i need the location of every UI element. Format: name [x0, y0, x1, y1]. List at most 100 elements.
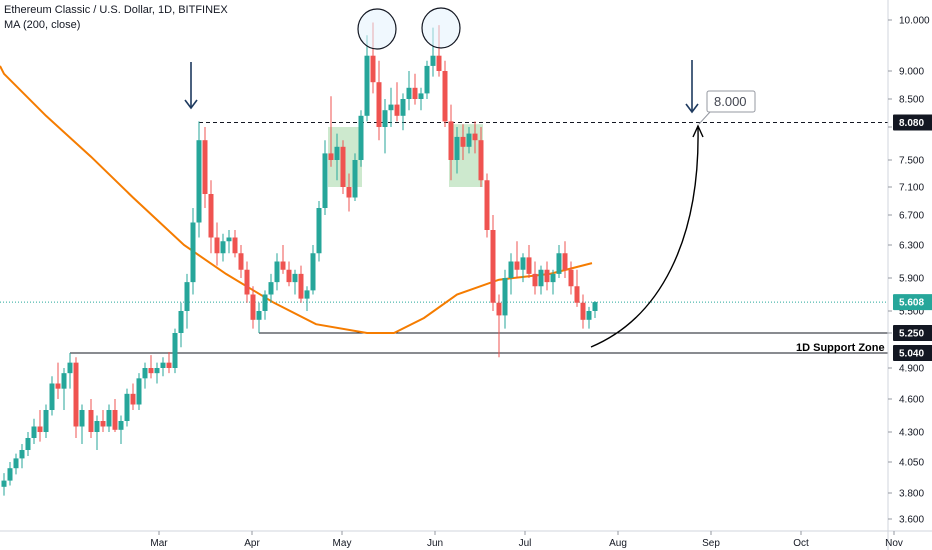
ma-200-line: [0, 65, 593, 334]
candle-body: [250, 294, 256, 320]
candle-body: [7, 468, 13, 481]
candle-body: [370, 55, 376, 83]
candle-body: [430, 55, 436, 66]
candle-body: [100, 421, 106, 427]
candle-body: [358, 115, 364, 160]
candles: [1, 22, 598, 496]
candle-body: [106, 410, 112, 427]
candle-body: [37, 426, 43, 432]
price-tick-label: 10.000: [899, 16, 930, 27]
candle-body: [388, 104, 394, 111]
candle-body: [526, 257, 532, 274]
candle-body: [454, 136, 460, 160]
candle-body: [1, 480, 7, 487]
price-tick-label: 3.600: [899, 515, 924, 526]
support-zone-tag-bg: [893, 345, 932, 361]
candle-body: [49, 383, 55, 410]
candle-body: [562, 253, 568, 270]
candle-body: [340, 146, 346, 187]
time-tick-label: Aug: [609, 538, 627, 549]
price-tick-label: 6.300: [899, 241, 924, 252]
candle-body: [208, 194, 214, 238]
candle-body: [478, 140, 484, 181]
candle-body: [436, 55, 442, 71]
candle-body: [442, 71, 448, 122]
candle-body: [226, 237, 232, 242]
candle-body: [400, 99, 406, 116]
candle-body: [592, 302, 598, 311]
candle-body: [61, 373, 67, 389]
candle-body: [136, 378, 142, 405]
candle-body: [484, 180, 490, 230]
candle-body: [346, 187, 352, 198]
candle-body: [13, 458, 19, 469]
candle-body: [322, 153, 328, 208]
candle-body: [286, 269, 292, 283]
candle-body: [556, 253, 562, 274]
candle-body: [394, 104, 400, 116]
candle-body: [364, 55, 370, 116]
time-axis[interactable]: Mar Apr May Jun Jul Aug Sep Oct Nov: [0, 530, 932, 549]
time-tick-label: Nov: [885, 538, 903, 549]
candle-body: [412, 87, 418, 99]
price-axis[interactable]: 10.0009.0008.5008.0007.5007.1006.7006.30…: [887, 0, 932, 550]
candle-body: [94, 421, 100, 432]
candle-body: [88, 410, 94, 432]
candle-body: [580, 302, 586, 320]
time-tick-label: Jun: [427, 538, 443, 549]
current-price-tag: 5.608: [899, 298, 924, 309]
price-tick-label: 9.000: [899, 67, 924, 78]
resistance-tag: 8.080: [899, 118, 924, 129]
candle-body: [142, 368, 148, 379]
price-tick-label: 4.050: [899, 458, 924, 469]
candle-body: [508, 261, 514, 278]
price-tick-label: 6.700: [899, 211, 924, 222]
candle-body: [538, 269, 544, 287]
candle-body: [67, 362, 73, 374]
candle-body: [520, 257, 526, 270]
candle-body: [292, 273, 298, 283]
candle-body: [262, 294, 268, 311]
candle-body: [238, 253, 244, 270]
time-tick-label: Apr: [244, 538, 260, 549]
price-tick-label: 4.900: [899, 364, 924, 375]
candle-body: [382, 110, 388, 127]
candle-body: [43, 410, 49, 432]
candle-body: [328, 153, 334, 160]
candle-body: [178, 311, 184, 333]
candle-body: [160, 362, 166, 368]
candle-body: [280, 261, 286, 270]
time-tick-label: Jul: [519, 538, 532, 549]
candle-body: [31, 426, 37, 438]
support-zone-tag: 5.040: [899, 349, 924, 360]
time-tick-label: Oct: [793, 538, 809, 549]
support-tag: 5.250: [899, 329, 924, 340]
projection-arrow: [590, 127, 699, 348]
candle-body: [466, 133, 472, 147]
candle-body: [112, 410, 118, 430]
candle-body: [256, 311, 262, 320]
top-circle-2: [421, 7, 461, 49]
resistance-tag-bg: [893, 114, 932, 131]
candle-body: [172, 333, 178, 368]
candle-body: [184, 282, 190, 311]
horizontal-levels: [0, 122, 888, 354]
candle-body: [568, 269, 574, 287]
candle-body: [406, 87, 412, 99]
time-tick-label: Sep: [702, 538, 720, 549]
green-box: [449, 124, 483, 187]
candle-body: [220, 241, 226, 254]
candle-body: [418, 93, 424, 99]
candle-body: [79, 410, 85, 427]
time-tick-label: May: [333, 538, 352, 549]
support-tag-bg: [893, 325, 932, 341]
candle-body: [214, 237, 220, 254]
candle-body: [472, 133, 478, 141]
candle-body: [232, 237, 238, 254]
candle-body: [130, 393, 136, 405]
candle-body: [586, 311, 592, 320]
candle-body: [274, 261, 280, 283]
green-zones: [328, 124, 483, 187]
candle-body: [166, 362, 172, 368]
